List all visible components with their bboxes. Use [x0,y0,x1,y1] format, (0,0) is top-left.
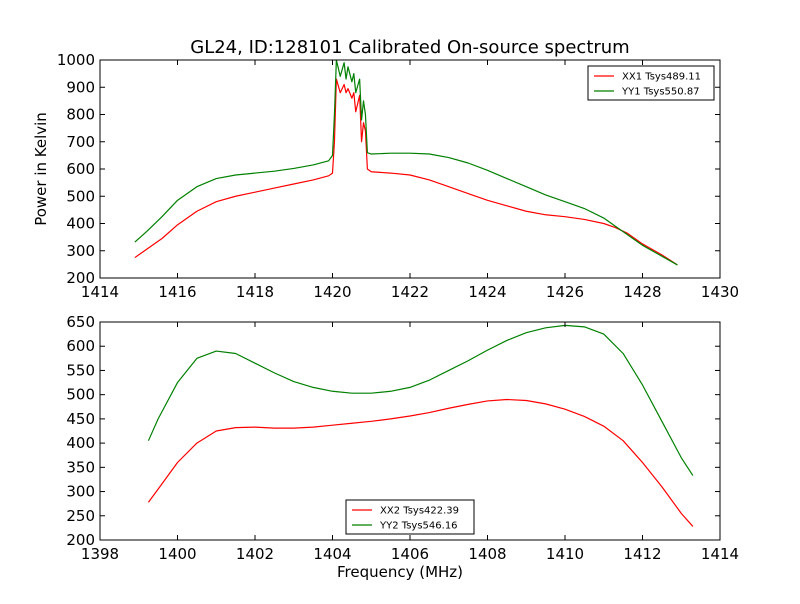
x-tick-label: 1428 [623,283,661,301]
legend-label: YY1 Tsys550.87 [621,87,700,98]
x-tick-label: 1426 [546,283,584,301]
series-line-yy2 [147,324,694,476]
y-tick-label: 700 [66,133,95,151]
plot-panel-2: 1398 1400 1402 1404 1406 1408 1410 1412 1414 200 2… [66,313,739,581]
y-tick-label: 400 [66,434,95,452]
x-tick-label: 1420 [313,283,351,301]
x-tick-label: 1414 [81,283,119,301]
x-tick-label: 1404 [313,545,351,563]
series-line-xx2 [147,398,694,527]
y-tick-label: 300 [66,483,95,501]
y-tick-label: 800 [66,106,95,124]
chart-title: GL24, ID:128101 Calibrated On-source spe… [190,37,629,58]
plot-panel-1: 1414 1416 1418 1420 1422 1424 1426 1428 1430 200 3… [32,51,739,301]
y-tick-label: 300 [66,242,95,260]
y-tick-label: 1000 [57,51,95,69]
y-tick-label: 350 [66,458,95,476]
y-tick-label: 500 [66,187,95,205]
y-tick-label: 200 [66,269,95,287]
x-tick-label: 1418 [236,283,274,301]
y-tick-label: 900 [66,78,95,96]
legend-box [587,65,715,101]
x-tick-label: 1410 [546,545,584,563]
x-tick-label: 1400 [158,545,196,563]
legend-box [345,499,475,535]
series-line-xx1 [134,78,678,266]
x-tick-label: 1414 [701,545,739,563]
legend: XX2 Tsys422.39 YY2 Tsys546.16 [345,499,475,535]
x-axis-label: Frequency (MHz) [337,563,463,581]
x-tick-label: 1416 [158,283,196,301]
x-tick-label: 1422 [391,283,429,301]
y-tick-label: 200 [66,531,95,549]
y-tick-label: 600 [66,160,95,178]
y-tick-label: 500 [66,386,95,404]
legend-label: XX2 Tsys422.39 [380,506,459,517]
x-tick-label: 1430 [701,283,739,301]
x-tick-label: 1402 [236,545,274,563]
y-tick-label: 600 [66,337,95,355]
y-axis-label: Power in Kelvin [32,112,50,226]
legend-label: XX1 Tsys489.11 [622,72,701,83]
y-tick-label: 450 [66,410,95,428]
x-tick-label: 1398 [81,545,119,563]
x-tick-label: 1408 [468,545,506,563]
x-tick-label: 1424 [468,283,506,301]
legend-label: YY2 Tsys546.16 [379,521,458,532]
y-tick-label: 550 [66,361,95,379]
x-tick-label: 1412 [623,545,661,563]
series-line-yy1 [134,60,678,266]
legend: XX1 Tsys489.11 YY1 Tsys550.87 [587,65,715,101]
x-tick-label: 1406 [391,545,429,563]
y-tick-label: 250 [66,507,95,525]
y-tick-label: 650 [66,313,95,331]
y-tick-label: 400 [66,215,95,233]
